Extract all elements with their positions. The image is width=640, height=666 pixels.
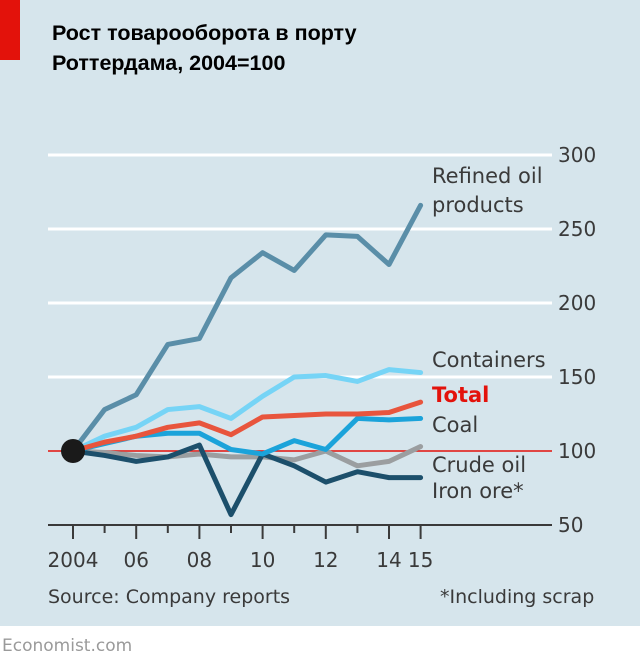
economist-brand: Economist.com — [2, 636, 133, 656]
series-label-refined-oil: Refined oil — [432, 164, 543, 188]
x-tick-label: 06 — [123, 548, 148, 572]
footnote: *Including scrap — [440, 586, 595, 608]
y-tick-label: 200 — [558, 291, 596, 315]
series-line-containers — [70, 367, 424, 454]
series-label-containers: Containers — [432, 348, 546, 372]
x-tick-label: 14 — [376, 548, 401, 572]
x-tick-label: 08 — [187, 548, 212, 572]
series-line-refined-oil — [70, 202, 424, 454]
series-line-iron-ore — [70, 442, 424, 518]
x-tick-label: 15 — [408, 548, 433, 572]
x-tick-label: 12 — [313, 548, 338, 572]
x-tick-label: 2004 — [48, 548, 99, 572]
chart-panel — [0, 0, 640, 626]
series-line-total — [70, 399, 424, 454]
chart-title: Рост товарооборота в порту Роттердама, 2… — [52, 18, 612, 78]
series-label-crude-oil: Crude oil — [432, 453, 526, 477]
source-note: Source: Company reports — [48, 586, 291, 608]
series-label-iron-ore: Iron ore* — [432, 479, 524, 503]
title-line-2: Роттердама, 2004=100 — [52, 51, 286, 75]
series-label-total: Total — [432, 383, 489, 407]
red-tab-accent — [0, 0, 20, 60]
y-tick-label: 300 — [558, 143, 596, 167]
y-tick-label: 50 — [558, 513, 583, 537]
series-label-coal: Coal — [432, 413, 478, 437]
y-tick-label: 250 — [558, 217, 596, 241]
title-line-1: Рост товарооборота в порту — [52, 21, 357, 45]
y-tick-label: 150 — [558, 365, 596, 389]
line-chart: 50 100 150 200 250 300 2004 06 08 10 12 14 15 Refined… — [48, 143, 597, 572]
origin-marker — [61, 439, 85, 463]
x-tick-label: 10 — [250, 548, 275, 572]
series-line-crude-oil — [70, 444, 424, 469]
y-tick-label: 100 — [558, 439, 596, 463]
series-label-products: products — [432, 193, 524, 217]
